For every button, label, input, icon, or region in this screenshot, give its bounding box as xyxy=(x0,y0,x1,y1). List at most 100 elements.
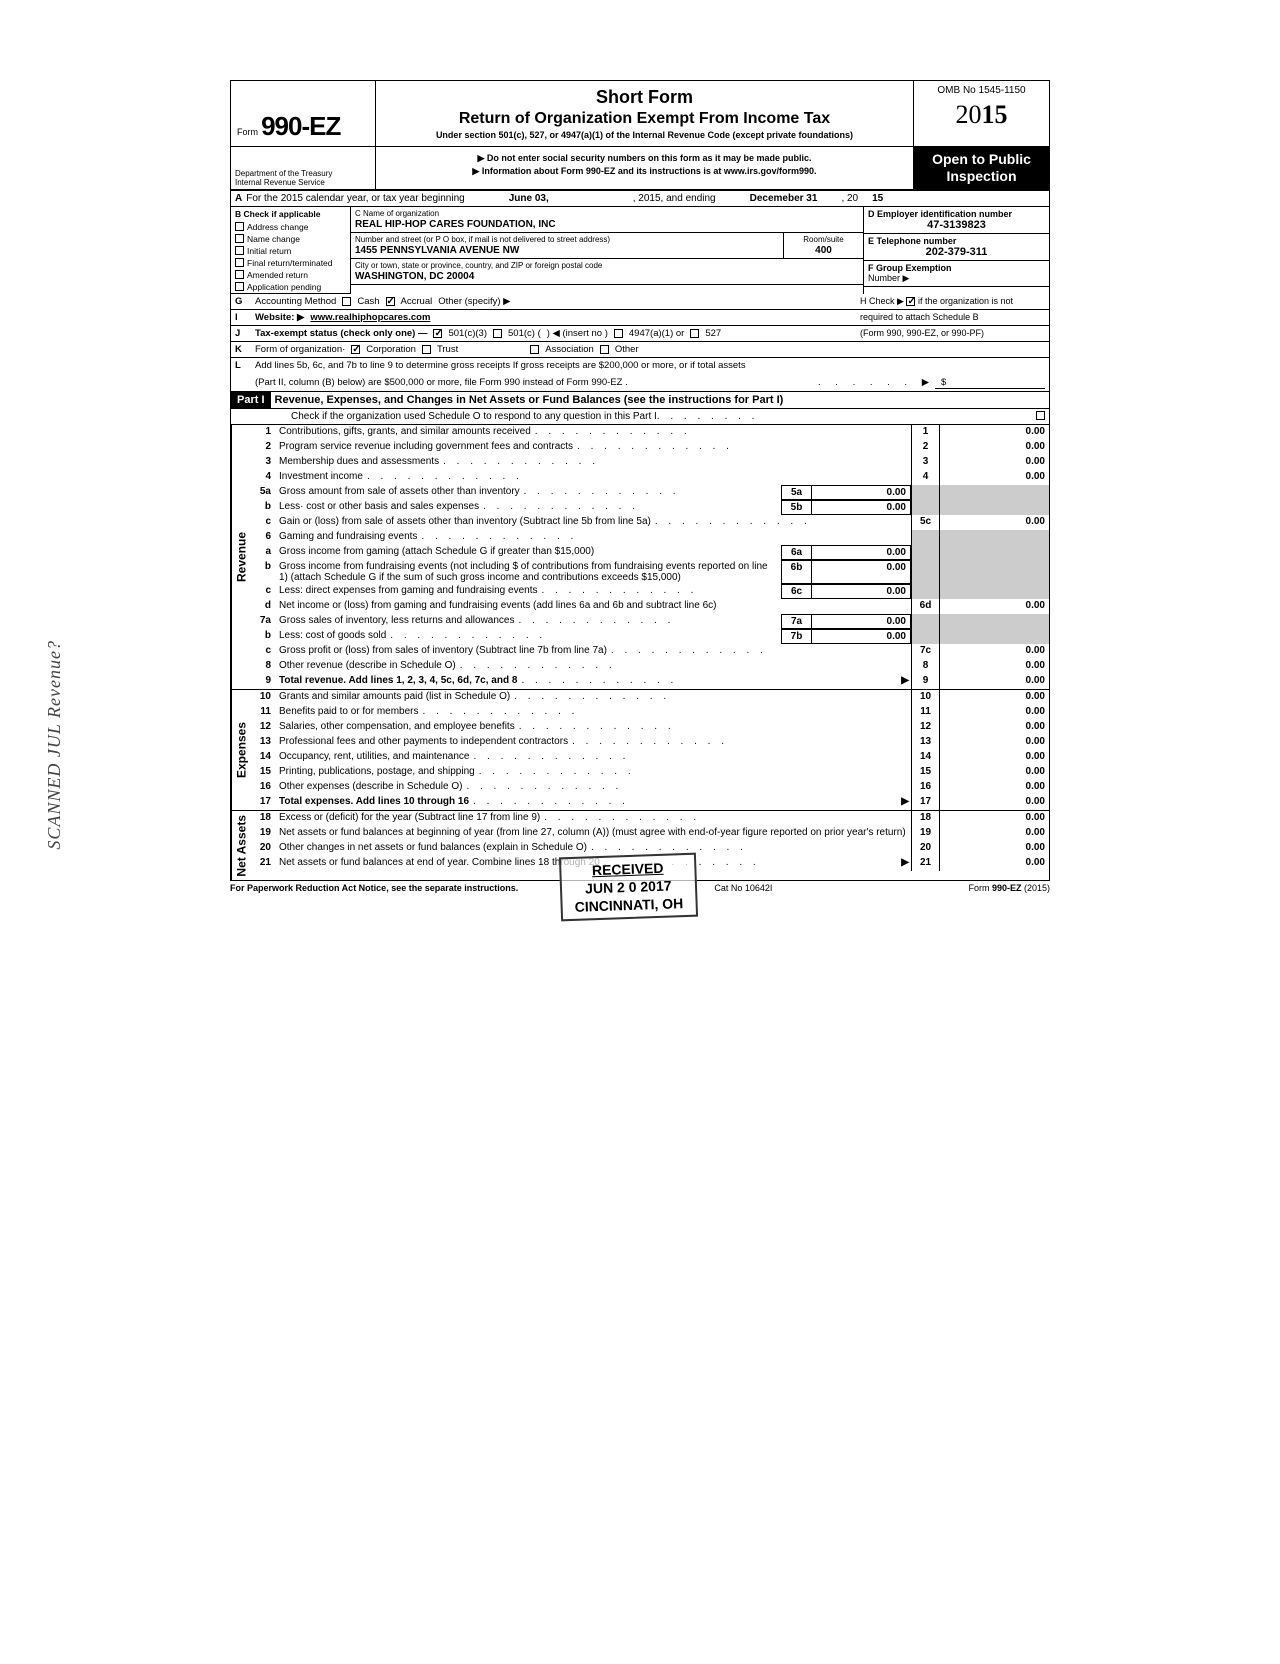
end-box-val: 0.00 xyxy=(939,750,1049,765)
line-a: aGross income from gaming (attach Schedu… xyxy=(251,545,1049,560)
mid-box-no: 5a xyxy=(781,485,811,500)
mid-box-val: 0.00 xyxy=(811,545,911,560)
form-prefix: Form xyxy=(237,127,258,137)
line-6: 6Gaming and fundraising events . . . . .… xyxy=(251,530,1049,545)
check-address-change[interactable]: Address change xyxy=(231,221,350,233)
city-label: City or town, state or province, country… xyxy=(355,261,859,270)
expenses-side-label: Expenses xyxy=(231,690,251,810)
line-b: bLess· cost or other basis and sales exp… xyxy=(251,500,1049,515)
line-14: 14Occupancy, rent, utilities, and mainte… xyxy=(251,750,1049,765)
line-no: b xyxy=(251,629,277,644)
end-box-no xyxy=(911,614,939,629)
line-3: 3Membership dues and assessments . . . .… xyxy=(251,455,1049,470)
line-7a: 7aGross sales of inventory, less returns… xyxy=(251,614,1049,629)
end-box-no xyxy=(911,629,939,644)
grp-label2: Number ▶ xyxy=(868,273,1045,284)
org-tel: 202-379-311 xyxy=(868,246,1045,258)
end-box-no: 5c xyxy=(911,515,939,530)
end-box-val: 0.00 xyxy=(939,515,1049,530)
line-b: bGross income from fundraising events (n… xyxy=(251,560,1049,584)
check-cash[interactable] xyxy=(342,297,351,306)
check-4947[interactable] xyxy=(614,329,623,338)
stamp-received: RECEIVED xyxy=(573,859,682,879)
mid-box-val: 0.00 xyxy=(811,485,911,500)
line-15: 15Printing, publications, postage, and s… xyxy=(251,765,1049,780)
check-name-change[interactable]: Name change xyxy=(231,233,350,245)
end-box-val: 0.00 xyxy=(939,811,1049,826)
end-box-val: 0.00 xyxy=(939,841,1049,856)
stamp-city: CINCINNATI, OH xyxy=(574,895,683,915)
ein-label: D Employer identification number xyxy=(868,209,1045,219)
line-9: 9Total revenue. Add lines 1, 2, 3, 4, 5c… xyxy=(251,674,1049,689)
row-a: A For the 2015 calendar year, or tax yea… xyxy=(230,191,1050,207)
line-desc: Investment income . . . . . . . . . . . … xyxy=(277,470,911,485)
line-17: 17Total expenses. Add lines 10 through 1… xyxy=(251,795,1049,810)
line-desc: Occupancy, rent, utilities, and maintena… xyxy=(277,750,911,765)
check-final-return[interactable]: Final return/terminated xyxy=(231,257,350,269)
line-18: 18Excess or (deficit) for the year (Subt… xyxy=(251,811,1049,826)
footer-left: For Paperwork Reduction Act Notice, see … xyxy=(230,883,518,893)
line-desc: Total expenses. Add lines 10 through 16 … xyxy=(277,795,911,810)
check-accrual[interactable] xyxy=(386,297,395,306)
end-box-no: 4 xyxy=(911,470,939,485)
mid-box-no: 6c xyxy=(781,584,811,599)
line-no: 3 xyxy=(251,455,277,470)
check-527[interactable] xyxy=(690,329,699,338)
part-1-label: Part I xyxy=(231,392,271,408)
check-trust[interactable] xyxy=(422,345,431,354)
part-1-title: Revenue, Expenses, and Changes in Net As… xyxy=(271,392,1049,408)
line-no: 12 xyxy=(251,720,277,735)
check-amended-return[interactable]: Amended return xyxy=(231,269,350,281)
check-association[interactable] xyxy=(530,345,539,354)
room-label: Room/suite xyxy=(788,235,859,244)
line-g: G Accounting Method Cash Accrual Other (… xyxy=(230,294,1050,310)
end-box-no xyxy=(911,584,939,599)
line-desc: Less: cost of goods sold . . . . . . . .… xyxy=(277,629,781,644)
check-other[interactable] xyxy=(600,345,609,354)
line-no: 20 xyxy=(251,841,277,856)
notice-ssn: ▶ Do not enter social security numbers o… xyxy=(380,153,909,164)
check-corporation[interactable] xyxy=(351,345,360,354)
line-no: 7a xyxy=(251,614,277,629)
scanned-watermark: SCANNED JUL Revenue? xyxy=(44,640,65,850)
end-box-no: 1 xyxy=(911,425,939,440)
check-schedule-o[interactable] xyxy=(1036,411,1045,420)
line-2: 2Program service revenue including gover… xyxy=(251,440,1049,455)
mid-box-no: 5b xyxy=(781,500,811,515)
end-box-val: 0.00 xyxy=(939,690,1049,705)
revenue-side-label: Revenue xyxy=(231,425,251,689)
mid-box-no: 6b xyxy=(781,560,811,584)
check-application-pending[interactable]: Application pending xyxy=(231,281,350,294)
form-number-cell: Form 990-EZ xyxy=(231,81,376,146)
line-no: 16 xyxy=(251,780,277,795)
tax-year-yr: 15 xyxy=(872,193,883,204)
line-no: 8 xyxy=(251,659,277,674)
line-desc: Gaming and fundraising events . . . . . … xyxy=(277,530,911,545)
inspection: Inspection xyxy=(916,168,1047,185)
title-short-form: Short Form xyxy=(386,87,903,108)
line-c: cGross profit or (loss) from sales of in… xyxy=(251,644,1049,659)
check-initial-return[interactable]: Initial return xyxy=(231,245,350,257)
line-no: 1 xyxy=(251,425,277,440)
line-4: 4Investment income . . . . . . . . . . .… xyxy=(251,470,1049,485)
org-room: 400 xyxy=(788,245,859,256)
form-number: 990-EZ xyxy=(261,111,340,141)
line-desc: Gross profit or (loss) from sales of inv… xyxy=(277,644,911,659)
check-schedule-b[interactable] xyxy=(906,297,915,306)
check-501c3[interactable] xyxy=(433,329,442,338)
line-no: c xyxy=(251,515,277,530)
line-desc: Salaries, other compensation, and employ… xyxy=(277,720,911,735)
line-no: 15 xyxy=(251,765,277,780)
line-desc: Professional fees and other payments to … xyxy=(277,735,911,750)
check-501c[interactable] xyxy=(493,329,502,338)
schedule-o-check-row: Check if the organization used Schedule … xyxy=(230,409,1050,425)
org-ein: 47-3139823 xyxy=(868,219,1045,231)
end-box-val: 0.00 xyxy=(939,425,1049,440)
line-desc: Gross income from gaming (attach Schedul… xyxy=(277,545,781,560)
org-city: WASHINGTON, DC 20004 xyxy=(355,271,859,282)
line-5a: 5aGross amount from sale of assets other… xyxy=(251,485,1049,500)
line-12: 12Salaries, other compensation, and empl… xyxy=(251,720,1049,735)
line-desc: Less: direct expenses from gaming and fu… xyxy=(277,584,781,599)
line-no: 6 xyxy=(251,530,277,545)
mid-box-val: 0.00 xyxy=(811,584,911,599)
